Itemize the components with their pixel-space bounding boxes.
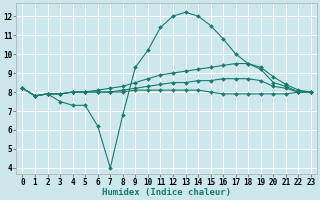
X-axis label: Humidex (Indice chaleur): Humidex (Indice chaleur)	[102, 188, 231, 197]
